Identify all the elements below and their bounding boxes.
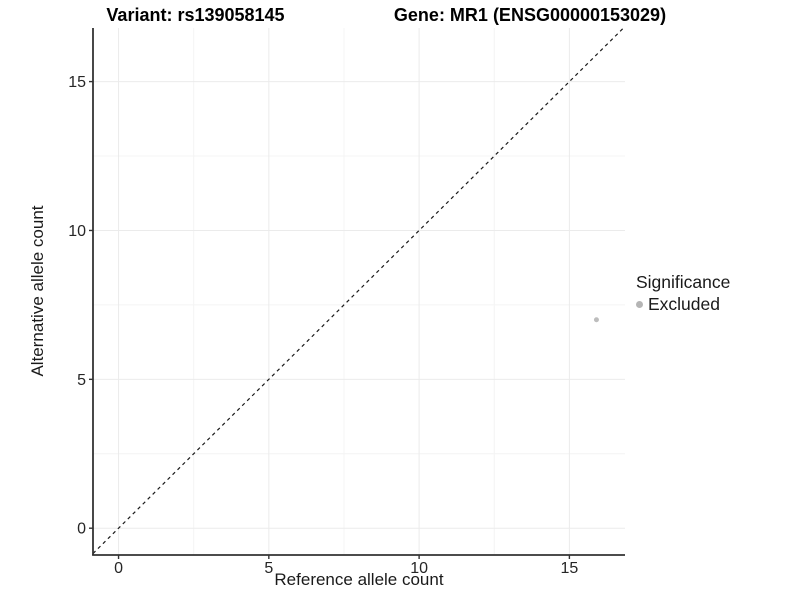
legend-key-dot-icon [636,300,643,308]
data-point [593,317,599,323]
x-tick-label: 0 [114,560,123,577]
y-tick-label: 0 [77,521,86,538]
variant-title: Variant: rs139058145 [106,5,285,25]
x-tick-label: 10 [410,560,428,577]
x-tick-label: 5 [264,560,273,577]
y-tick-label: 5 [77,372,86,389]
y-tick-label: 15 [68,74,86,91]
legend-title: Significance [636,272,731,292]
identity-dashed-line [92,27,624,554]
gene-title: Gene: MR1 (ENSG00000153029) [393,5,667,25]
y-axis-title: Alternative allele count [28,205,47,377]
x-tick-label: 15 [560,560,578,577]
y-tick-label: 10 [68,223,86,240]
legend-entry-excluded: Excluded [636,294,730,314]
legend-entry-label: Excluded [648,294,720,314]
x-axis-title: Reference allele count [274,570,444,589]
legend: Significance Excluded [636,272,730,314]
